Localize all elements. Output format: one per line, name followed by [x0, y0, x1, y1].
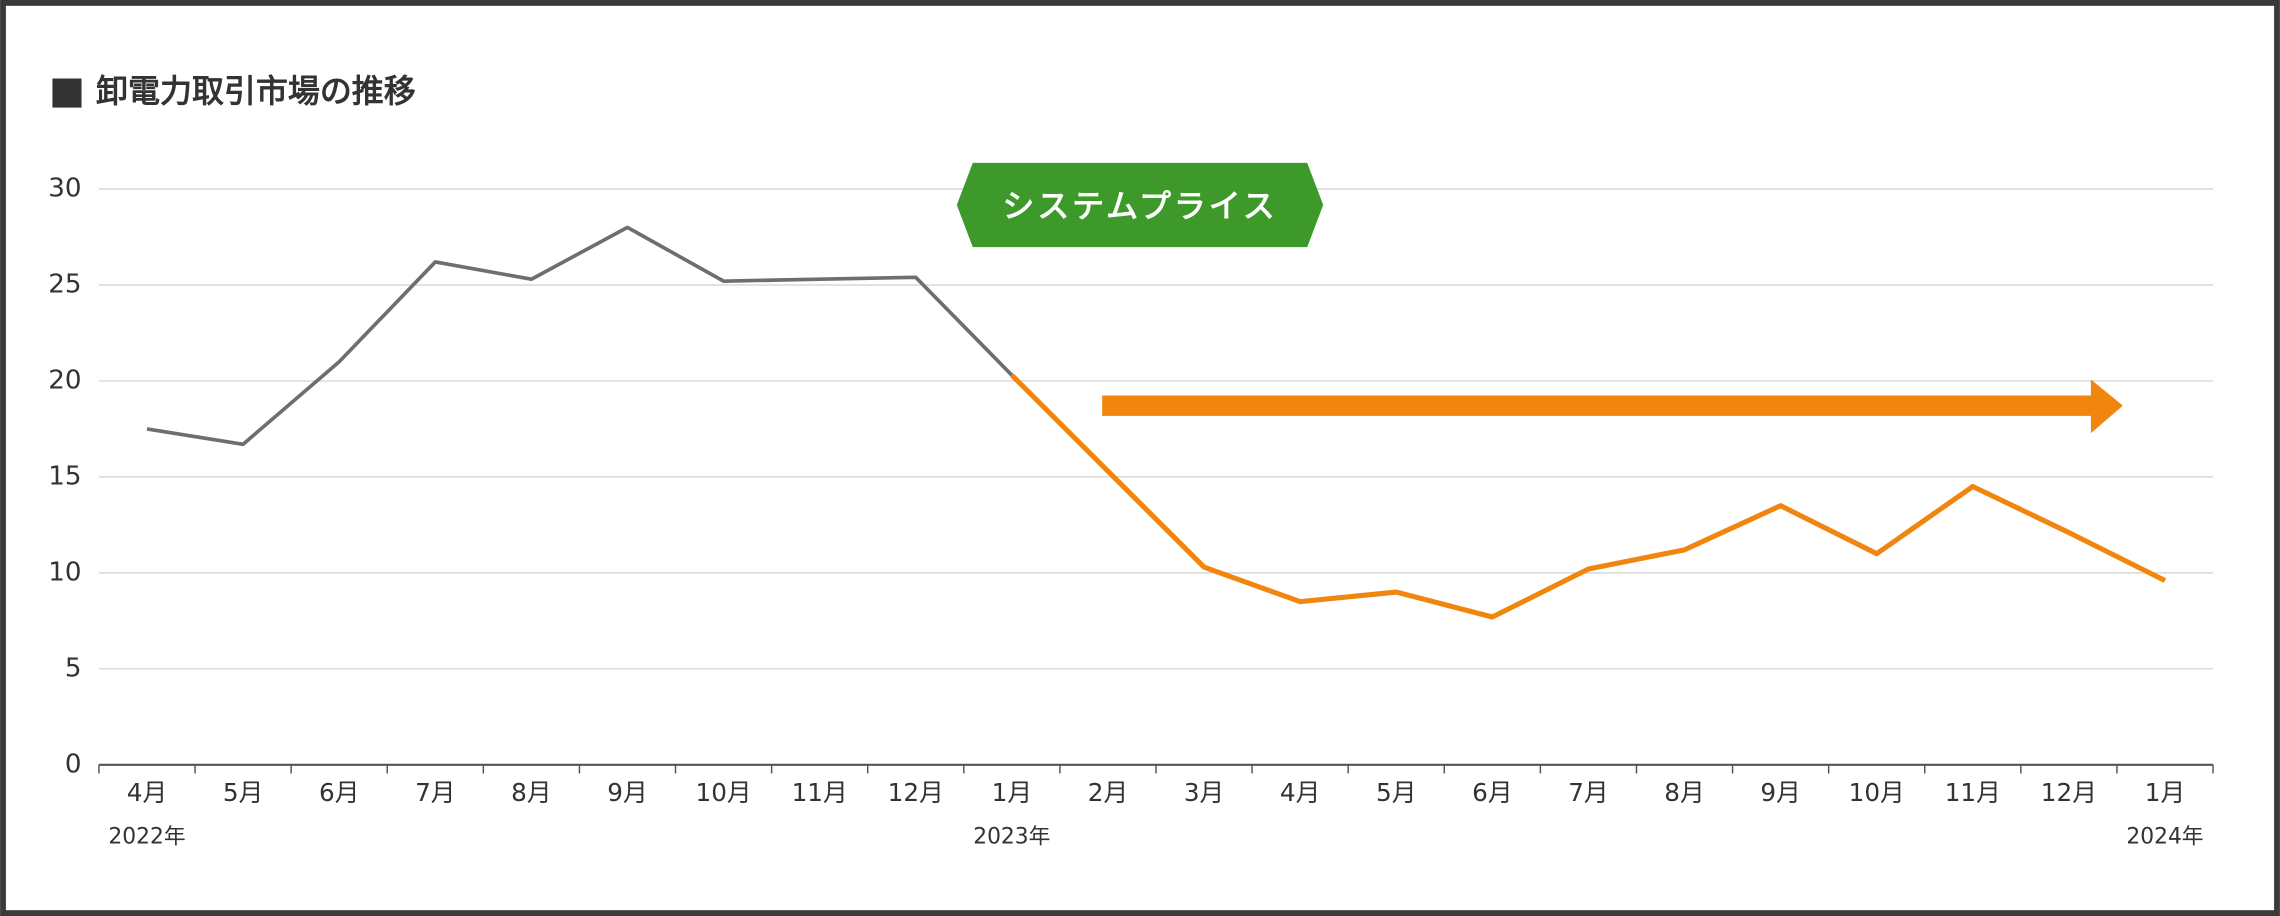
- year-label: 2023年: [973, 824, 1050, 849]
- y-tick-label: 20: [48, 365, 81, 395]
- x-tick-label: 7月: [415, 778, 455, 807]
- x-tick-label: 11月: [1945, 778, 2001, 807]
- x-tick-label: 9月: [607, 778, 647, 807]
- x-tick-label: 6月: [319, 778, 359, 807]
- x-tick-label: 5月: [1376, 778, 1416, 807]
- x-tick-label: 4月: [1280, 778, 1320, 807]
- y-tick-label: 15: [48, 461, 81, 491]
- y-tick-label: 30: [48, 174, 81, 204]
- title-marker: [52, 78, 82, 108]
- y-tick-label: 25: [48, 269, 81, 299]
- x-tick-label: 9月: [1760, 778, 1800, 807]
- annotation-badge: [956, 162, 1324, 248]
- chart-title: 卸電力取引市場の推移: [96, 72, 416, 110]
- year-label: 2024年: [2126, 824, 2203, 849]
- series-line: [1010, 373, 2167, 620]
- x-tick-label: 8月: [1664, 778, 1704, 807]
- x-tick-label: 12月: [2041, 778, 2097, 807]
- x-tick-label: 10月: [695, 778, 751, 807]
- x-tick-label: 11月: [792, 778, 848, 807]
- x-tick-label: 4月: [127, 778, 167, 807]
- y-tick-label: 10: [48, 557, 81, 587]
- year-label: 2022年: [108, 824, 185, 849]
- y-tick-label: 5: [65, 653, 82, 683]
- x-tick-label: 12月: [888, 778, 944, 807]
- x-tick-label: 6月: [1472, 778, 1512, 807]
- x-tick-label: 3月: [1184, 778, 1224, 807]
- annotation-text: システムプライス: [1002, 187, 1277, 225]
- y-tick-label: 0: [65, 749, 82, 779]
- x-tick-label: 1月: [2145, 778, 2185, 807]
- x-tick-label: 10月: [1849, 778, 1905, 807]
- trend-arrow: [1102, 379, 2123, 434]
- x-tick-label: 7月: [1568, 778, 1608, 807]
- x-tick-label: 2月: [1088, 778, 1128, 807]
- x-tick-label: 1月: [992, 778, 1032, 807]
- x-tick-label: 8月: [511, 778, 551, 807]
- series-line: [146, 225, 1014, 447]
- x-tick-label: 5月: [223, 778, 263, 807]
